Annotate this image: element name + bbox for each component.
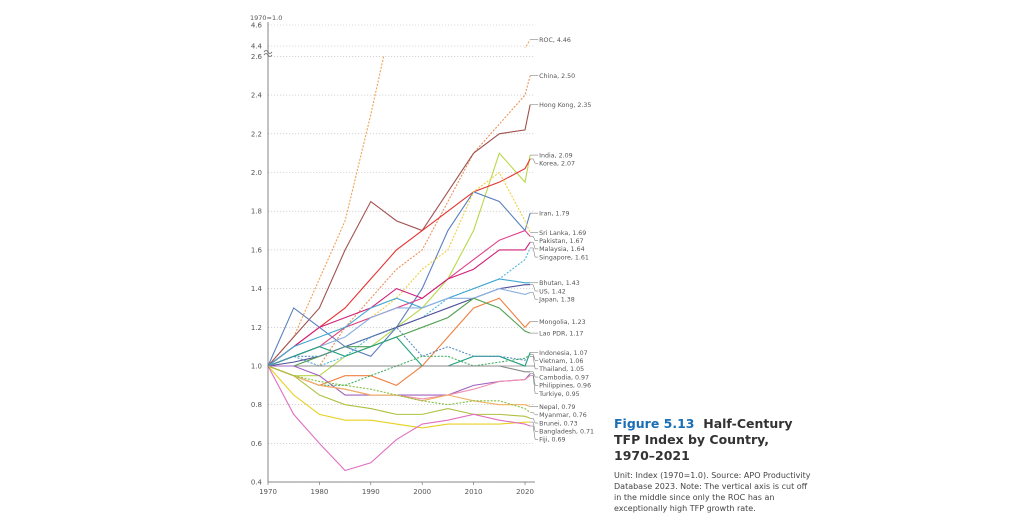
- series-label: Mongolia, 1.23: [539, 319, 586, 326]
- x-tick-label: 2010: [465, 488, 483, 496]
- series-label: Thailand, 1.05: [538, 366, 584, 373]
- series-label: ROC, 4.46: [539, 37, 571, 44]
- y-tick-label: 4.6: [251, 22, 263, 30]
- figure-caption: Figure 5.13 Half-Century TFP Index by Co…: [614, 416, 814, 514]
- series-label: China, 2.50: [539, 73, 575, 80]
- series-label: Indonesia, 1.07: [539, 350, 587, 357]
- series-label: Iran, 1.79: [539, 210, 569, 217]
- label-leader: [530, 412, 539, 416]
- label-leader: [530, 247, 539, 258]
- series-label: Malaysia, 1.64: [539, 246, 585, 253]
- series-line-cambodia: [268, 365, 531, 373]
- x-tick-label: 2020: [516, 488, 534, 496]
- series-label: Korea, 2.07: [539, 161, 575, 168]
- x-tick-label: 2000: [413, 488, 431, 496]
- figure-number: Figure 5.13: [614, 416, 695, 431]
- y-tick-label: 1.0: [251, 363, 262, 371]
- y-tick-label: 1.6: [251, 246, 263, 254]
- x-tick-label: 1990: [362, 488, 380, 496]
- series-line-malaysia: [267, 241, 531, 367]
- series-line-roc: [267, 55, 385, 367]
- y-tick-label: 0.4: [251, 479, 263, 487]
- label-leader: [530, 284, 539, 292]
- label-leader: [530, 417, 539, 424]
- series-label: Cambodia, 0.97: [539, 374, 589, 381]
- series-label: Bangladesh, 0.71: [539, 429, 594, 436]
- series-line-korea: [267, 158, 531, 367]
- figure-note: Unit: Index (1970=1.0). Source: APO Prod…: [614, 471, 811, 513]
- y-tick-label: 2.0: [251, 169, 262, 177]
- series-label: Pakistan, 1.67: [539, 238, 583, 245]
- series-line-myanmar: [267, 365, 531, 413]
- label-leader: [530, 241, 539, 250]
- y-tick-label: 2.6: [251, 53, 263, 61]
- series-label: Singapore, 1.61: [539, 254, 589, 261]
- series-label: Sri Lanka, 1.69: [539, 230, 586, 237]
- label-leader: [530, 371, 539, 378]
- series-line-us: [267, 284, 531, 367]
- label-leader: [530, 158, 539, 164]
- label-leader: [530, 354, 539, 361]
- y-tick-label: 0.8: [251, 401, 262, 409]
- y-tick-label: 0.6: [251, 440, 263, 448]
- series-label: Nepal, 0.79: [539, 404, 575, 411]
- series-label: Vietnam, 1.06: [539, 358, 583, 365]
- series-label: Turkiye, 0.95: [538, 391, 580, 398]
- series-line-bangladesh: [267, 365, 531, 429]
- label-leader: [530, 375, 539, 394]
- series-label: Myanmar, 0.76: [539, 412, 587, 419]
- label-leader: [530, 236, 539, 241]
- axis-break-icon: [263, 50, 273, 57]
- figure-title: Half-Century TFP Index by Country, 1970–…: [614, 416, 793, 463]
- x-tick-label: 1980: [310, 488, 328, 496]
- label-leader: [530, 421, 539, 432]
- y-tick-label: 2.4: [251, 92, 263, 100]
- label-leader: [530, 373, 539, 386]
- series-label: India, 2.09: [539, 152, 572, 159]
- series-line-fiji: [267, 365, 531, 472]
- y-tick-label: 2.2: [251, 130, 262, 138]
- label-leader: [530, 292, 539, 300]
- label-leader: [530, 425, 539, 440]
- series-line-pakistan: [267, 229, 531, 367]
- y-tick-label: 1.8: [251, 208, 262, 216]
- x-tick-label: 1970: [259, 488, 277, 496]
- series-line-brunei: [267, 365, 531, 419]
- series-line-hong-kong: [267, 104, 531, 367]
- series-label: Hong Kong, 2.35: [539, 102, 591, 109]
- series-line-indonesia: [267, 336, 531, 367]
- unit-label: 1970=1.0: [250, 14, 282, 22]
- series-label: Philippines, 0.96: [539, 383, 591, 390]
- series-label: Brunei, 0.73: [539, 420, 578, 427]
- label-leader: [530, 356, 539, 370]
- series-line-india: [267, 152, 531, 377]
- series-label: Fiji, 0.69: [539, 437, 565, 444]
- series-label: Lao PDR, 1.17: [539, 330, 583, 337]
- series-label: US, 1.42: [539, 288, 566, 295]
- series-line-bhutan: [267, 278, 531, 367]
- y-tick-label: 1.4: [251, 285, 263, 293]
- y-tick-label: 4.4: [251, 43, 263, 51]
- series-line-lao-pdr: [268, 297, 531, 367]
- series-label: Bhutan, 1.43: [539, 280, 580, 287]
- series-line-thailand: [267, 326, 531, 367]
- y-tick-label: 1.2: [251, 324, 262, 332]
- series-label: Japan, 1.38: [538, 296, 575, 303]
